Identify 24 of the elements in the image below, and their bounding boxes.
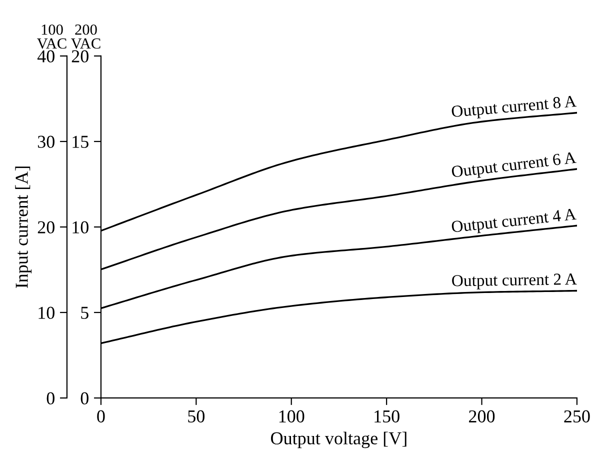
y-tick-label: 20 bbox=[38, 221, 54, 234]
series-label: Output current 2 A bbox=[452, 273, 577, 290]
y2-tick-label: 20 bbox=[72, 50, 88, 62]
text: 200 VAC bbox=[71, 24, 100, 49]
text: Output current 6 A bbox=[451, 152, 577, 181]
x-tick-label: 50 bbox=[188, 410, 205, 422]
text: 100 VAC bbox=[37, 24, 66, 49]
y2-tick-label: 5 bbox=[81, 306, 88, 319]
x-tick-label: 150 bbox=[374, 410, 400, 422]
text: Output current 4 A bbox=[451, 208, 577, 236]
x-axis-title: Output voltage [V] bbox=[271, 432, 406, 448]
x-tick-label: 200 bbox=[469, 410, 495, 422]
y-tick-label: 0 bbox=[46, 392, 54, 404]
x-tick-label: 100 bbox=[279, 410, 304, 422]
y-tick-label: 40 bbox=[37, 50, 54, 62]
y-tick-label: 10 bbox=[38, 306, 54, 319]
series-label: Output current 8 A bbox=[451, 95, 577, 121]
y2-tick-label: 0 bbox=[80, 392, 88, 404]
y-axis-title: Input current [A] bbox=[15, 166, 32, 288]
x-tick-label: 0 bbox=[97, 410, 105, 422]
y2-tick-label: 15 bbox=[72, 136, 88, 148]
y2-tick-label: 10 bbox=[72, 221, 88, 234]
y-tick-label: 30 bbox=[38, 136, 54, 148]
x-tick-label: 250 bbox=[564, 410, 590, 422]
